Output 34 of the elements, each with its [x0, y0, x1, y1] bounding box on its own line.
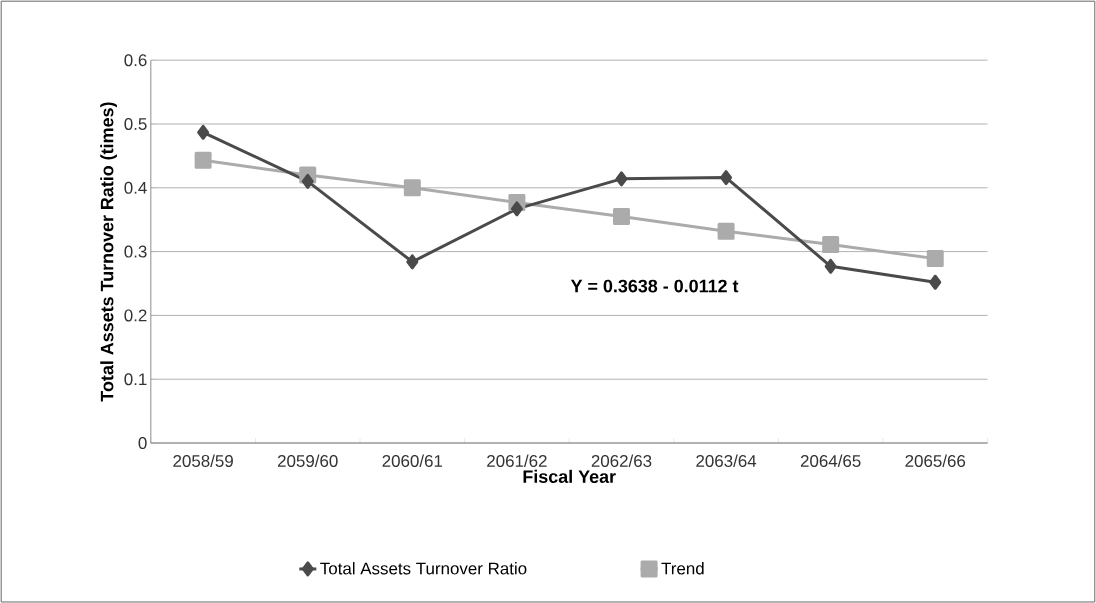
- x-tick-label: 2059/60: [277, 454, 338, 467]
- point: [406, 254, 419, 270]
- point: [717, 222, 735, 240]
- y-tick-label: 0.3: [124, 245, 147, 258]
- x-tick-label: 2058/59: [173, 454, 233, 467]
- x-tick-label: 2061/62: [487, 454, 547, 467]
- point: [510, 201, 523, 217]
- y-tick-label: 0: [138, 436, 147, 449]
- legend-label: Trend: [661, 562, 704, 575]
- point: [403, 179, 421, 197]
- point: [615, 171, 628, 187]
- point: [926, 250, 944, 268]
- x-tick-label: 2063/64: [696, 454, 757, 467]
- y-tick-label: 0.6: [124, 54, 147, 67]
- y-tick-label: 0.4: [124, 181, 147, 194]
- y-tick-label: 0.1: [124, 373, 147, 386]
- annotation: Y = 0.3638 - 0.0112 t: [570, 279, 739, 293]
- point: [612, 207, 630, 225]
- x-tick-label: 2062/63: [591, 454, 652, 467]
- x-tick-label: 2065/66: [905, 454, 966, 467]
- point: [194, 151, 212, 169]
- y-tick-label: 0.5: [124, 117, 147, 130]
- point: [720, 170, 733, 185]
- x-axis-title: Fiscal Year: [523, 469, 616, 483]
- point: [301, 173, 314, 189]
- x-tick-label: 2064/65: [800, 454, 861, 467]
- y-tick-label: 0.2: [124, 309, 147, 322]
- point: [822, 236, 840, 253]
- y-axis-title: Total Assets Turnover Ratio (times): [100, 102, 117, 402]
- point: [929, 274, 942, 290]
- legend-label: Total Assets Turnover Ratio: [320, 562, 527, 575]
- point: [824, 258, 837, 274]
- x-tick-label: 2060/61: [382, 454, 443, 467]
- point: [197, 124, 210, 140]
